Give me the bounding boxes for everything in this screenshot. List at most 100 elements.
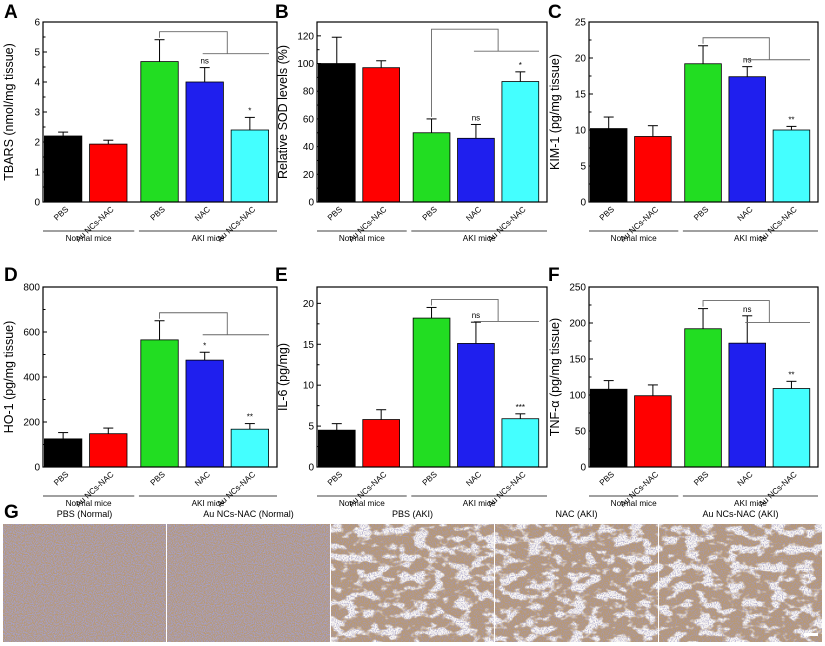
- category-label: NAC: [464, 205, 483, 223]
- y-tick-label: 80: [303, 87, 315, 98]
- micrograph-3: PBS (AKI): [331, 509, 494, 642]
- significance-bracket: [159, 312, 228, 335]
- y-tick-label: 0: [308, 463, 314, 474]
- bar: [362, 67, 400, 203]
- category-label: NAC: [464, 470, 483, 488]
- bar: [89, 433, 128, 468]
- y-tick-label: 100: [569, 391, 586, 402]
- category-label: PBS: [326, 469, 345, 487]
- y-tick-label: 0: [34, 463, 40, 474]
- bar: [728, 76, 766, 203]
- micrograph-5: Au NCs-NAC (AKI): [659, 509, 822, 642]
- y-tick-label: 0: [580, 198, 586, 209]
- micrograph-nuclei-texture: [495, 524, 658, 642]
- bar: [230, 129, 269, 203]
- significance-label: *: [248, 106, 251, 115]
- y-tick-label: 4: [34, 78, 40, 89]
- significance-label: ns: [200, 57, 208, 66]
- panel-letter: G: [4, 502, 19, 523]
- category-label: NAC: [736, 470, 755, 488]
- bar: [684, 328, 722, 468]
- plot-frame: [316, 21, 548, 203]
- y-tick-label: 400: [23, 373, 40, 384]
- micrograph-1: PBS (Normal): [3, 509, 166, 642]
- panel-letter: F: [548, 265, 560, 286]
- significance-label: **: [788, 370, 794, 379]
- y-axis-title: Relative SOD levels (%): [276, 45, 290, 179]
- category-label: PBS: [149, 469, 168, 487]
- y-tick-label: 0: [34, 198, 40, 209]
- y-tick-label: 50: [575, 427, 587, 438]
- chart-panel-f: Fns ** 0 50 100 150 200 250 TNF-α (pg/mg tissue)…: [548, 265, 819, 509]
- bar: [362, 419, 400, 468]
- category-label: PBS: [149, 204, 168, 222]
- y-tick-label: 10: [303, 381, 315, 392]
- bar: [140, 61, 179, 203]
- y-tick-label: 1: [34, 168, 40, 179]
- y-tick-label: 120: [297, 31, 314, 42]
- y-tick-label: 5: [34, 48, 40, 59]
- group-label: Normal mice: [66, 499, 112, 508]
- bar: [589, 128, 628, 203]
- plot-frame: [316, 286, 548, 468]
- y-tick-label: 25: [575, 18, 587, 29]
- category-label: PBS: [692, 469, 711, 487]
- category-label: PBS: [326, 204, 345, 222]
- bar: [230, 428, 269, 468]
- category-label: NAC: [736, 205, 755, 223]
- significance-label: ns: [472, 113, 480, 122]
- micrograph-2: Au NCs-NAC (Normal): [167, 509, 330, 642]
- y-tick-label: 20: [303, 299, 315, 310]
- panel-letter: E: [275, 265, 288, 286]
- significance-label: **: [247, 413, 253, 422]
- category-label: PBS: [52, 469, 71, 487]
- y-tick-label: 40: [303, 142, 315, 153]
- y-tick-label: 100: [297, 59, 314, 70]
- significance-bracket: [431, 28, 499, 117]
- y-axis-title: IL-6 (pg/mg): [276, 343, 290, 411]
- micrograph-title: PBS (Normal): [57, 509, 113, 519]
- y-tick-label: 15: [303, 340, 315, 351]
- significance-label: **: [788, 115, 794, 124]
- micrograph-nuclei-texture: [167, 524, 330, 642]
- group-label: Normal mice: [339, 499, 385, 508]
- significance-label: ns: [743, 305, 751, 314]
- y-tick-label: 5: [580, 162, 586, 173]
- y-tick-label: 250: [569, 283, 586, 294]
- y-tick-label: 5: [308, 422, 314, 433]
- bar: [634, 395, 672, 468]
- y-axis-title: KIM-1 (pg/mg tissue): [548, 54, 562, 170]
- group-label: AKI mice: [463, 499, 496, 508]
- bar: [140, 339, 179, 468]
- significance-label: ns: [472, 311, 480, 320]
- chart-panel-b: Bns * 0 20 40 60 80 100 120 Relative SOD levels (…: [275, 2, 548, 244]
- category-label: PBS: [421, 469, 440, 487]
- bar: [728, 342, 766, 468]
- bar: [317, 63, 356, 203]
- group-label: Normal mice: [66, 234, 112, 243]
- group-label: AKI mice: [734, 499, 767, 508]
- panel-letter: B: [275, 2, 289, 23]
- bar: [412, 317, 451, 468]
- y-axis-title: TNF-α (pg/mg tissue): [548, 318, 562, 436]
- panel-letter: A: [4, 2, 18, 23]
- category-label: NAC: [193, 205, 212, 223]
- y-tick-label: 200: [569, 319, 586, 330]
- category-label: NAC: [193, 470, 212, 488]
- y-tick-label: 0: [580, 463, 586, 474]
- micrograph-title: PBS (AKI): [392, 509, 433, 519]
- y-tick-label: 150: [569, 355, 586, 366]
- y-tick-label: 3: [34, 108, 40, 119]
- bar: [44, 438, 83, 468]
- category-label: PBS: [692, 204, 711, 222]
- significance-label: ***: [516, 403, 525, 412]
- micrograph-title: Au NCs-NAC (Normal): [203, 509, 294, 519]
- micrograph-title: NAC (AKI): [555, 509, 597, 519]
- category-label: PBS: [598, 469, 617, 487]
- significance-bracket: [702, 300, 770, 323]
- panel-letter: C: [548, 2, 562, 23]
- bar: [317, 429, 356, 468]
- micrograph-nuclei-texture: [659, 524, 822, 642]
